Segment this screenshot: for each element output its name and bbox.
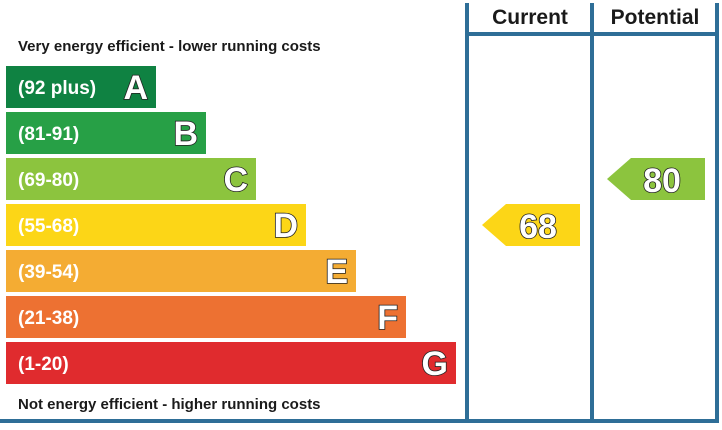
band-a-bar — [6, 66, 156, 108]
potential-rating-value: 80 — [643, 162, 681, 200]
band-a-range: (92 plus) — [18, 78, 96, 99]
bottom-note: Not energy efficient - higher running co… — [18, 396, 321, 413]
band-a-letter: A — [123, 69, 148, 107]
band-g-letter: G — [422, 345, 448, 383]
band-b-range: (81-91) — [18, 124, 79, 145]
band-f-range: (21-38) — [18, 308, 79, 329]
band-c-letter: C — [223, 161, 248, 199]
current-column-header: Current — [492, 6, 568, 29]
band-e-bar — [6, 250, 356, 292]
band-e-range: (39-54) — [18, 262, 79, 283]
band-g-range: (1-20) — [18, 354, 69, 375]
band-d-range: (55-68) — [18, 216, 79, 237]
band-d-bar — [6, 204, 306, 246]
band-c-bar — [6, 158, 256, 200]
rating-markers: 68 80 — [482, 158, 705, 247]
band-f-letter: F — [377, 299, 398, 337]
band-b-letter: B — [173, 115, 198, 153]
band-c-range: (69-80) — [18, 170, 79, 191]
potential-rating-arrow — [607, 158, 705, 200]
potential-column-header: Potential — [611, 6, 700, 29]
band-d-letter: D — [273, 207, 298, 245]
rating-bands: (92 plus) A (81-91) B (69-80) C (55-68) D (39-54… — [6, 66, 456, 384]
current-rating-value: 68 — [519, 208, 557, 246]
band-b-bar — [6, 112, 206, 154]
top-note: Very energy efficient - lower running co… — [18, 38, 321, 55]
current-rating-arrow — [482, 204, 580, 246]
band-e-letter: E — [325, 253, 348, 291]
band-f-bar — [6, 296, 406, 338]
band-g-bar — [6, 342, 456, 384]
table-frame — [0, 3, 719, 423]
